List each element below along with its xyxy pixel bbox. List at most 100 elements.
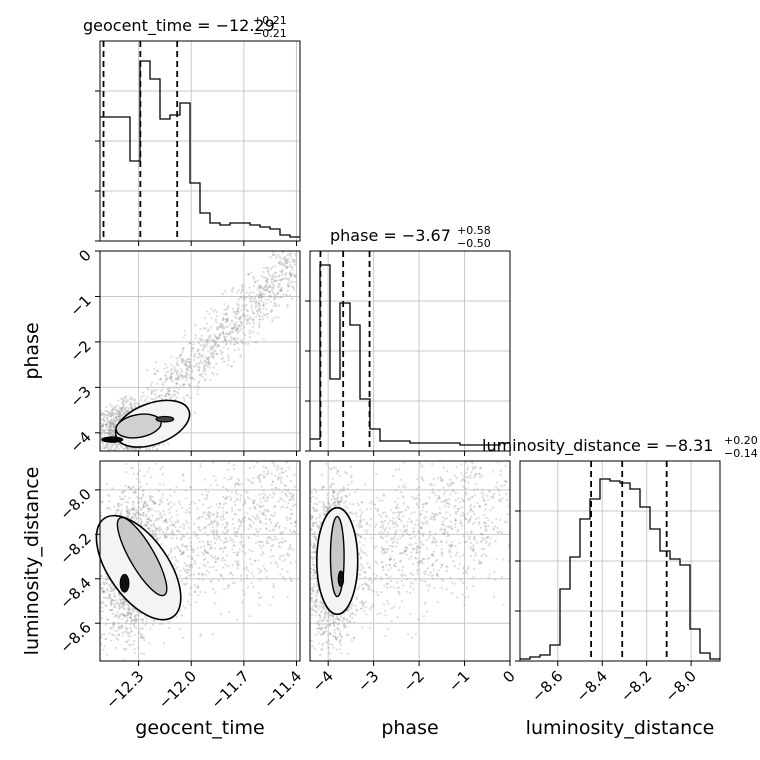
sample-point — [134, 454, 136, 456]
sample-point — [130, 620, 133, 623]
sample-point — [270, 483, 273, 486]
sample-point — [201, 338, 204, 341]
sample-point — [173, 503, 176, 506]
sample-point — [209, 547, 212, 550]
sample-point — [176, 529, 179, 532]
sample-point — [181, 377, 184, 380]
sample-point — [285, 272, 288, 275]
sample-point — [123, 454, 125, 456]
sample-point — [273, 463, 276, 466]
sample-point — [210, 521, 213, 524]
sample-point — [167, 393, 170, 396]
sample-point — [213, 555, 217, 558]
sample-point — [283, 488, 286, 491]
sample-point — [153, 620, 156, 623]
sample-point — [140, 500, 143, 503]
sample-point — [196, 393, 199, 396]
sample-point — [161, 493, 164, 496]
sample-point — [111, 429, 114, 432]
sample-point — [185, 372, 188, 375]
sample-point — [167, 502, 170, 505]
sample-point — [189, 545, 192, 548]
sample-point — [237, 306, 240, 309]
sample-point — [225, 522, 228, 525]
sample-point — [252, 498, 255, 502]
sample-point — [216, 328, 219, 331]
sample-point — [276, 468, 279, 471]
sample-point — [216, 327, 219, 330]
sample-point — [260, 299, 263, 303]
sample-point — [266, 269, 269, 272]
sample-point — [258, 304, 262, 308]
sample-point — [179, 503, 182, 506]
sample-point — [115, 413, 118, 416]
sample-point — [182, 347, 185, 350]
sample-point — [146, 387, 149, 390]
sample-point — [212, 461, 215, 464]
sample-point — [155, 538, 158, 542]
sample-point — [179, 374, 182, 377]
sample-point — [135, 618, 138, 621]
sample-point — [237, 479, 240, 482]
sample-point — [283, 255, 286, 258]
sample-point — [156, 527, 159, 530]
sample-point — [290, 496, 293, 499]
sample-point — [209, 366, 212, 369]
sample-point — [109, 415, 112, 418]
sample-point — [199, 338, 202, 341]
sample-point — [234, 339, 237, 342]
sample-point — [277, 292, 280, 295]
sample-point — [201, 349, 204, 352]
sample-point — [144, 448, 148, 451]
sample-point — [215, 362, 218, 365]
sample-point — [271, 515, 274, 518]
sample-point — [224, 502, 227, 505]
sample-point — [215, 321, 218, 324]
sample-point — [123, 602, 126, 605]
sample-point — [150, 519, 153, 522]
sample-point — [136, 473, 139, 476]
sample-point — [147, 448, 150, 451]
sample-point — [112, 411, 115, 414]
sample-point — [185, 373, 188, 376]
sample-point — [225, 318, 229, 321]
sample-point — [122, 453, 124, 455]
sample-point — [122, 454, 124, 456]
sample-point — [293, 530, 296, 533]
sample-point — [156, 447, 159, 450]
sample-point — [265, 510, 268, 513]
sample-point — [272, 584, 275, 587]
sample-point — [252, 291, 255, 294]
sample-point — [164, 374, 167, 377]
sample-point — [233, 336, 236, 340]
sample-point — [132, 643, 135, 646]
sample-point — [262, 513, 265, 516]
sample-point — [287, 457, 289, 459]
sample-point — [213, 537, 216, 540]
sample-point — [146, 470, 149, 473]
sample-point — [236, 618, 239, 621]
sample-point — [209, 362, 212, 365]
sample-point — [112, 413, 115, 416]
sample-point — [209, 484, 212, 487]
sample-point — [162, 483, 165, 486]
sample-point — [234, 530, 237, 533]
sample-point — [185, 564, 188, 567]
sample-point — [268, 285, 271, 288]
sample-point — [169, 494, 172, 497]
sample-point — [127, 639, 130, 642]
sample-point — [164, 393, 168, 396]
sample-point — [274, 561, 277, 564]
sample-point — [124, 408, 127, 411]
sample-point — [117, 508, 120, 511]
sample-point — [219, 538, 222, 542]
sample-point — [272, 243, 274, 245]
sample-point — [207, 363, 210, 366]
sample-point — [102, 610, 105, 613]
sample-point — [227, 478, 230, 481]
sample-point — [251, 326, 255, 329]
sample-point — [258, 604, 261, 607]
sample-point — [231, 307, 234, 310]
sample-point — [233, 513, 236, 516]
sample-point — [256, 535, 259, 538]
